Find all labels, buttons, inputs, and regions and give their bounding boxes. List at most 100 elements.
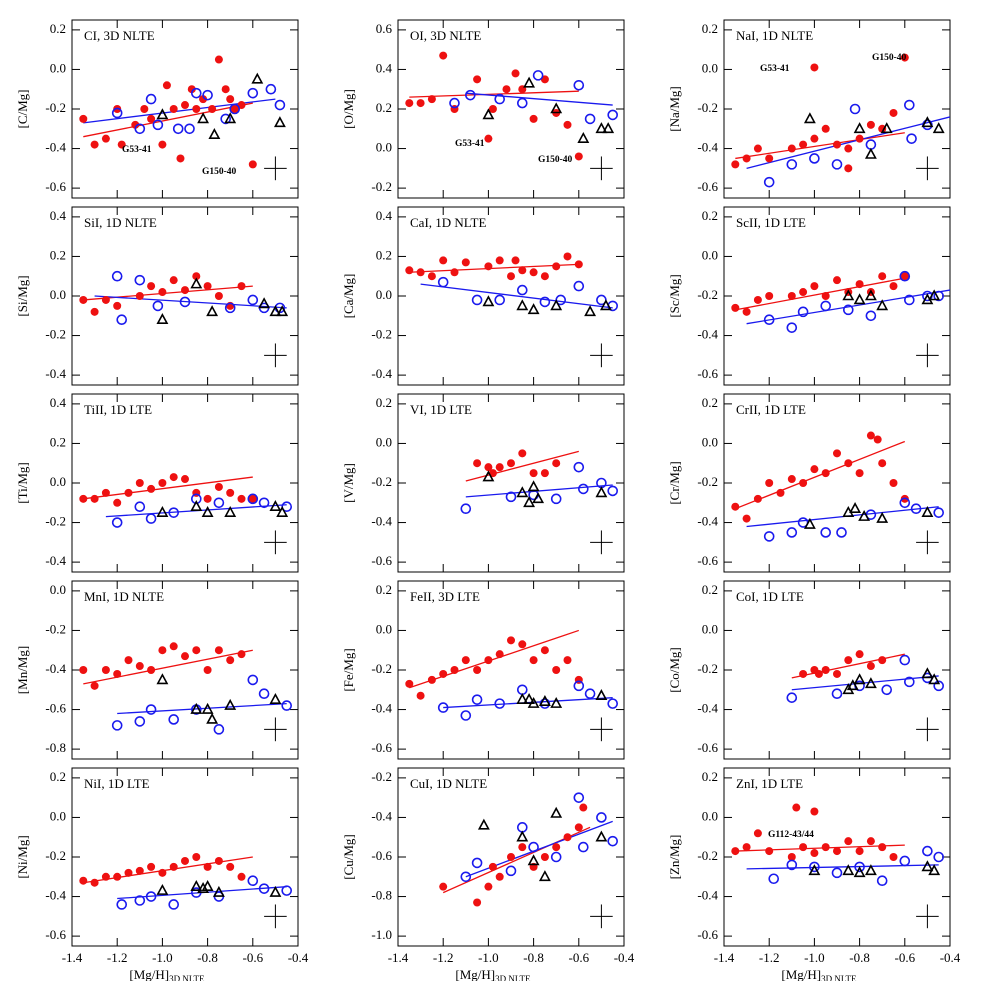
point — [820, 300, 832, 312]
y-tick-label: 0.2 — [702, 769, 718, 784]
point — [507, 636, 515, 645]
panel-title: NiI, 1D LTE — [84, 776, 150, 791]
y-tick-label: 0.2 — [50, 21, 66, 36]
y-tick-label: -0.6 — [697, 740, 718, 755]
point — [933, 507, 945, 518]
point — [922, 845, 933, 857]
point — [753, 494, 762, 503]
frame — [71, 19, 299, 199]
y-tick-label: 0.0 — [702, 247, 718, 262]
point — [518, 640, 527, 649]
point — [595, 689, 608, 701]
point — [527, 303, 540, 315]
y-tick-label: -0.4 — [371, 701, 392, 716]
y-tick-label: 0.0 — [376, 287, 392, 302]
panel: -0.6 -0.4 -0.2 0.0 0.2 [Na/Mg] NaI, 1D NLTE G53… — [667, 19, 951, 199]
annotation: G53-41 — [455, 139, 485, 149]
point — [482, 470, 495, 482]
y-tick-label: 0.2 — [50, 769, 66, 784]
point — [79, 666, 88, 674]
point — [527, 480, 540, 492]
point — [274, 99, 286, 111]
x-axis-label: [Mg/H]3D NLTE — [129, 967, 205, 981]
point — [516, 486, 529, 498]
point — [529, 469, 538, 478]
point — [540, 853, 549, 861]
point — [471, 294, 483, 306]
point — [765, 847, 774, 856]
point — [842, 864, 855, 876]
point — [876, 875, 888, 887]
point — [574, 152, 583, 161]
fit-line — [746, 116, 950, 169]
fit-line — [409, 263, 579, 273]
point — [899, 654, 911, 666]
frame — [71, 206, 299, 386]
point — [507, 459, 515, 468]
point — [799, 288, 808, 297]
y-tick-label: -0.2 — [45, 327, 66, 342]
point — [156, 505, 169, 517]
panel-title: TiII, 1D LTE — [84, 402, 152, 417]
point — [539, 296, 551, 308]
point — [111, 517, 123, 528]
point — [191, 87, 202, 99]
point — [427, 675, 436, 684]
fit-line — [94, 295, 287, 309]
point — [833, 847, 841, 856]
panel-title: SiI, 1D NLTE — [84, 215, 157, 230]
point — [162, 81, 171, 90]
point — [516, 299, 529, 311]
y-tick-label: 0.2 — [50, 247, 66, 262]
point — [844, 459, 853, 468]
y-tick-label: 0.4 — [50, 208, 67, 223]
x-axis-label-main: [Mg/H] — [781, 967, 821, 981]
x-tick-label: -0.6 — [895, 950, 916, 965]
y-tick-label: -0.2 — [371, 327, 392, 342]
y-tick-label: 0.0 — [702, 808, 718, 823]
plot-area — [731, 803, 945, 929]
fit-line — [735, 440, 906, 510]
point — [578, 841, 589, 853]
point — [853, 122, 866, 134]
point — [753, 144, 762, 153]
annotation: G53-41 — [122, 145, 152, 155]
point — [864, 289, 877, 301]
panel: -0.6 -0.4 -0.2 0.0 0.2 -1.4 -1.2 -1.0 -0.8 -0.6 -0… — [667, 767, 961, 981]
point — [134, 716, 146, 727]
point — [787, 292, 796, 300]
point — [213, 724, 225, 735]
point — [810, 807, 819, 816]
point — [224, 302, 236, 314]
point — [889, 853, 898, 861]
point — [465, 89, 476, 101]
point — [203, 666, 212, 674]
fit-line — [465, 92, 613, 106]
y-tick-label: -0.4 — [45, 661, 66, 676]
point — [921, 116, 934, 128]
y-tick-label: -0.6 — [45, 927, 66, 942]
y-axis-label: [Cr/Mg] — [667, 461, 682, 504]
plot-area — [731, 270, 950, 368]
point — [258, 297, 271, 309]
point — [523, 496, 536, 508]
point — [731, 847, 740, 856]
point — [101, 666, 110, 674]
frame — [723, 19, 951, 199]
y-tick-label: 0.2 — [376, 395, 392, 410]
y-tick-label: -0.2 — [697, 848, 718, 863]
point — [516, 684, 528, 696]
point — [214, 292, 223, 300]
y-tick-label: -0.6 — [697, 927, 718, 942]
point — [90, 878, 99, 887]
plot-area — [439, 792, 619, 929]
point — [540, 646, 549, 655]
point — [904, 676, 915, 688]
point — [460, 503, 472, 515]
point — [921, 667, 934, 679]
panel: -0.4 -0.2 0.0 0.2 0.4 [Ti/Mg] TiII, 1D LTE — [15, 393, 299, 573]
x-tick-label: -1.4 — [388, 950, 409, 965]
point — [168, 507, 179, 518]
fit-line — [465, 820, 613, 878]
